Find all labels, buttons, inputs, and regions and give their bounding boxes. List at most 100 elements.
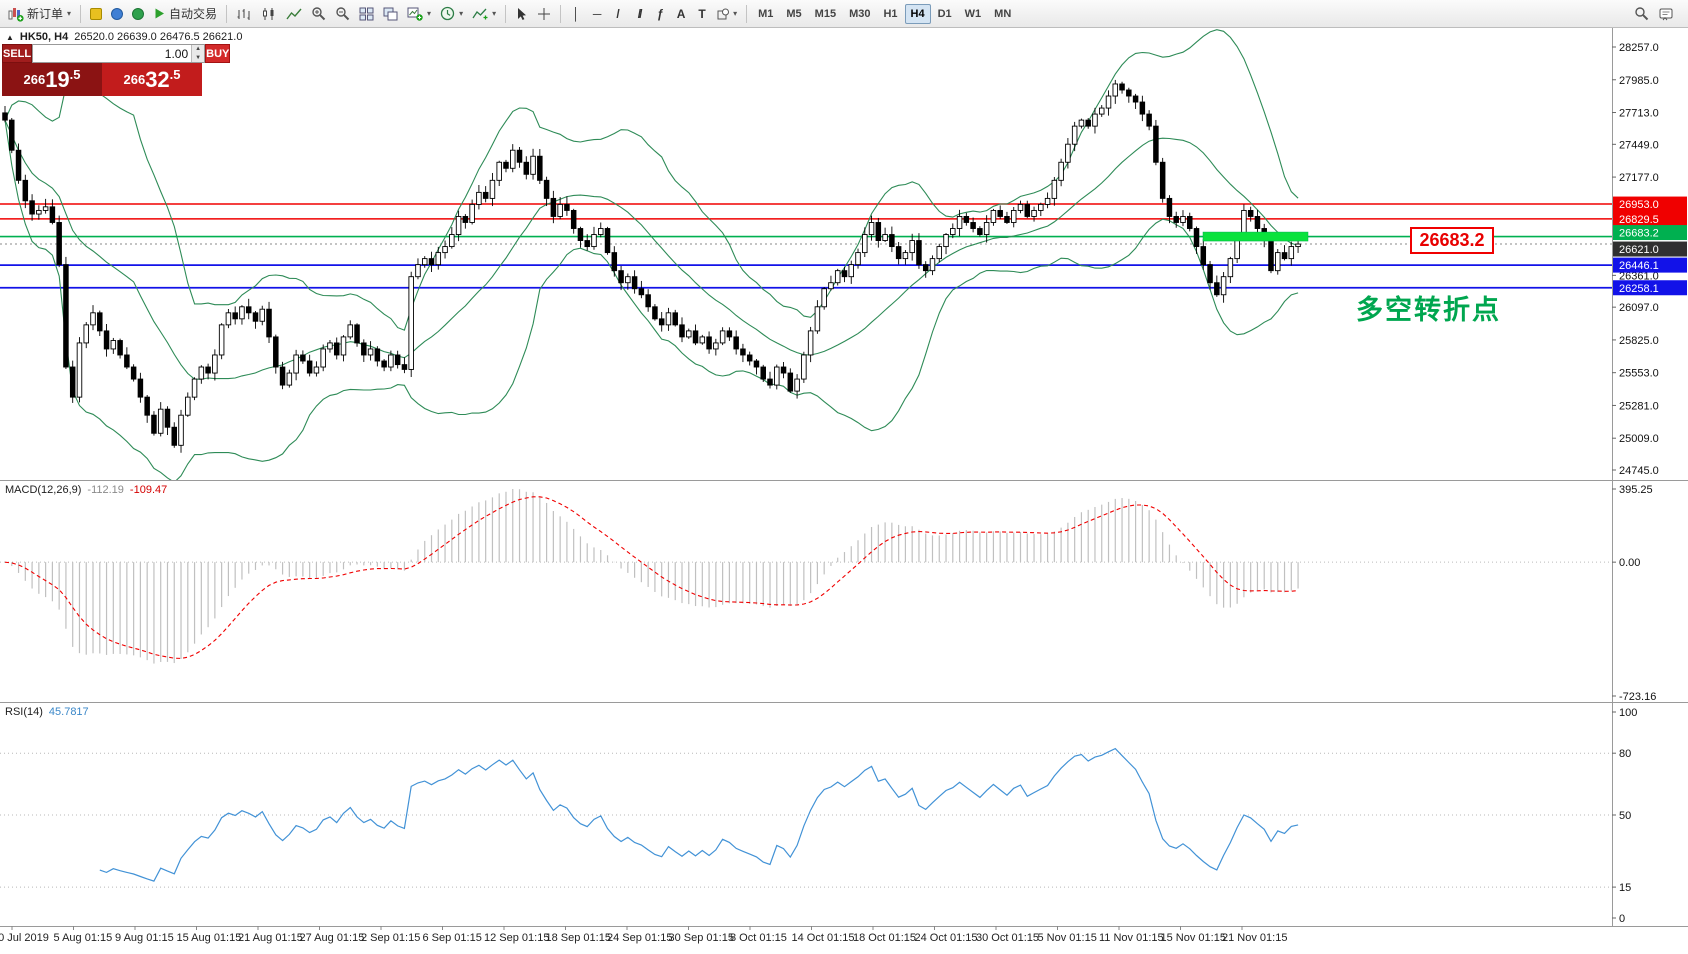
data-window-button[interactable] [107,3,127,25]
search-button[interactable] [1630,3,1653,25]
candle [550,190,557,224]
shapes-dropdown-icon[interactable]: ▾ [733,9,738,18]
indicators-button[interactable]: ▾ [468,3,500,25]
price-axis[interactable]: 28257.0 27985.0 27713.0 27449.0 27177.0 26361… [1612,42,1687,925]
candle [415,258,421,280]
candle [205,363,211,380]
candlestick-icon [263,7,274,20]
macd-value-2: -109.47 [129,484,168,496]
period-dropdown-icon[interactable]: ▾ [459,9,464,18]
sell-button[interactable]: SELL [2,44,33,63]
new-order-button[interactable]: 新订单 ▾ [4,3,75,25]
period-button[interactable]: ▾ [436,3,467,25]
candle [354,323,360,347]
chat-button[interactable] [1655,3,1678,25]
timeframe-d1[interactable]: D1 [937,7,952,20]
svg-text:30 Sep 01:15: 30 Sep 01:15 [669,932,734,944]
price-level-tag[interactable]: 26683.2 [1410,227,1494,254]
candle [421,256,428,268]
candle [1159,157,1166,203]
candle [300,350,306,364]
bar-chart-button[interactable] [232,3,256,25]
candle [760,364,766,382]
auto-trading-label: 自动交易 [169,7,218,21]
buy-button[interactable]: BUY [205,44,231,63]
candle [706,331,712,354]
navigator-button[interactable] [128,3,148,25]
candle [774,364,780,390]
trendline-tool[interactable]: / [616,6,620,21]
svg-text:5 Nov 01:15: 5 Nov 01:15 [1038,932,1097,944]
volume-stepper: ▲ ▼ [32,44,206,63]
candle [516,147,523,168]
sell-price[interactable]: 266 19.5 [2,63,102,96]
candle [672,309,678,327]
candle [564,196,570,216]
candle [956,209,963,237]
shapes-tool[interactable]: ▾ [713,3,741,25]
auto-trading-button[interactable]: 自动交易 [149,3,221,25]
price-label-box [1613,196,1687,212]
buy-price[interactable]: 266 32.5 [102,63,202,96]
timeframe-h1[interactable]: H1 [883,7,898,20]
timeframe-m30[interactable]: M30 [849,7,871,20]
chat-icon [1659,8,1673,20]
timeframe-m5[interactable]: M5 [786,7,802,20]
candlestick-chart-button[interactable] [257,3,281,25]
timeframe-w1[interactable]: W1 [964,7,982,20]
zoom-out-button[interactable] [331,3,354,25]
volume-down-arrow[interactable]: ▼ [192,53,205,62]
candle [117,338,123,359]
price-label-box [1613,225,1687,241]
cascade-windows-icon [383,7,398,20]
tile-windows-button[interactable] [355,3,378,25]
channel-tool[interactable]: // [637,6,643,21]
line-chart-button[interactable] [282,3,306,25]
candle [794,374,800,399]
new-chart-button[interactable]: ▾ [403,3,435,25]
market-watch-button[interactable] [86,3,106,25]
navigator-icon [132,7,145,20]
crosshair-button[interactable] [533,3,555,25]
svg-text:26829.5: 26829.5 [1619,214,1659,226]
timeframe-h4[interactable]: H4 [904,3,931,24]
cascade-windows-button[interactable] [379,3,402,25]
highlight-segment[interactable] [1202,231,1309,242]
new-chart-dropdown-icon[interactable]: ▾ [427,9,432,18]
price-label-box [1613,211,1687,227]
horizontal-line-tool[interactable]: ─ [592,6,602,21]
macd-histogram [11,489,1299,664]
price-label-box [1613,241,1687,257]
cursor-button[interactable] [511,3,532,25]
svg-text:26097.0: 26097.0 [1619,302,1659,314]
text-label-tool[interactable]: T [698,6,706,21]
volume-input[interactable] [33,45,192,62]
macd-panel-label: MACD(12,26,9) -112.19 -109.47 [5,484,167,496]
timeframe-mn[interactable]: MN [994,7,1012,20]
timeframe-m1[interactable]: M1 [758,7,774,20]
candle [686,328,692,339]
timeframe-m15[interactable]: M15 [814,7,837,20]
candle [1078,118,1085,129]
bull-bear-turning-point-annotation: 多空转折点 [1356,295,1501,325]
candle [171,422,177,448]
svg-text:25281.0: 25281.0 [1619,400,1659,412]
candle [1126,87,1132,103]
candle [1051,177,1058,206]
candle [1004,211,1010,224]
zoom-in-button[interactable] [307,3,330,25]
indicators-dropdown-icon[interactable]: ▾ [492,9,497,18]
volume-up-arrow[interactable]: ▲ [192,45,205,54]
vertical-line-tool[interactable]: │ [572,6,580,21]
candle [841,266,848,283]
one-click-collapse-arrow[interactable]: ▲ [6,32,14,42]
text-tool[interactable]: A [676,6,686,21]
svg-text:100: 100 [1619,707,1637,719]
new-order-dropdown-icon[interactable]: ▾ [67,9,72,18]
candle [1220,272,1227,303]
bar-chart-icon [237,8,250,20]
fibonacci-tool[interactable]: ƒ [656,6,664,21]
